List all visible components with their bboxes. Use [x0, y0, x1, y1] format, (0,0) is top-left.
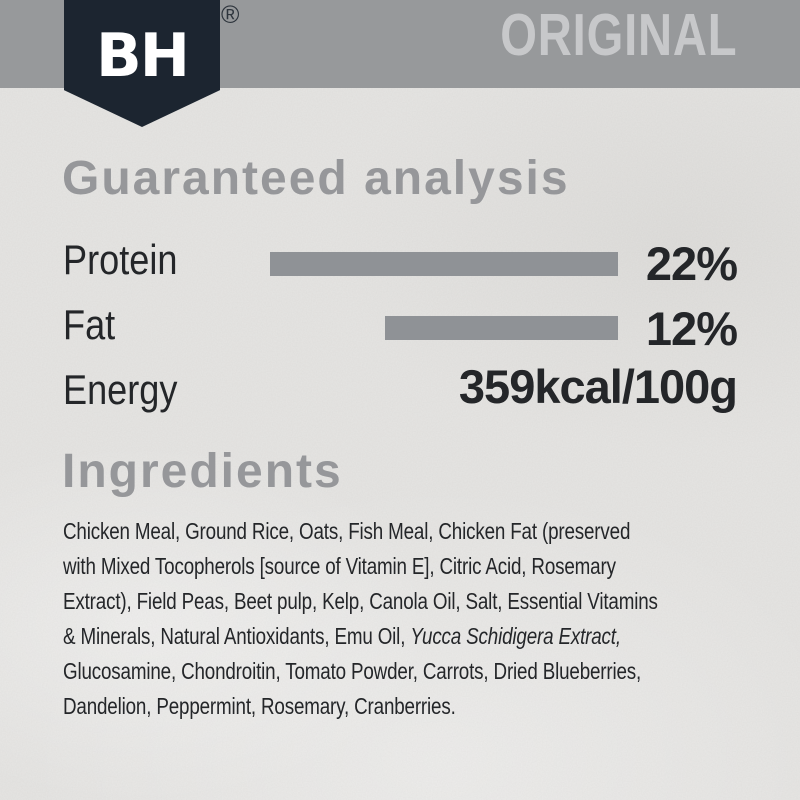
protein-value: 22% — [645, 237, 738, 290]
energy-value: 359kcal/100g — [458, 360, 738, 413]
energy-label: Energy — [63, 366, 178, 413]
protein-label: Protein — [63, 236, 178, 283]
brand-banner: BH — [64, 0, 220, 127]
variant-label: ORIGINAL — [499, 2, 737, 68]
analysis-heading: Guaranteed analysis — [62, 152, 570, 205]
brand-logo: BH — [96, 21, 190, 91]
fat-value: 12% — [645, 302, 738, 355]
fat-label: Fat — [63, 301, 116, 348]
ingredients-text: Chicken Meal, Ground Rice, Oats, Fish Me… — [63, 518, 658, 719]
protein-bar — [270, 252, 618, 276]
fat-bar — [385, 316, 618, 340]
ingredients-heading: Ingredients — [62, 445, 343, 498]
registered-trademark-icon: ® — [221, 1, 240, 29]
